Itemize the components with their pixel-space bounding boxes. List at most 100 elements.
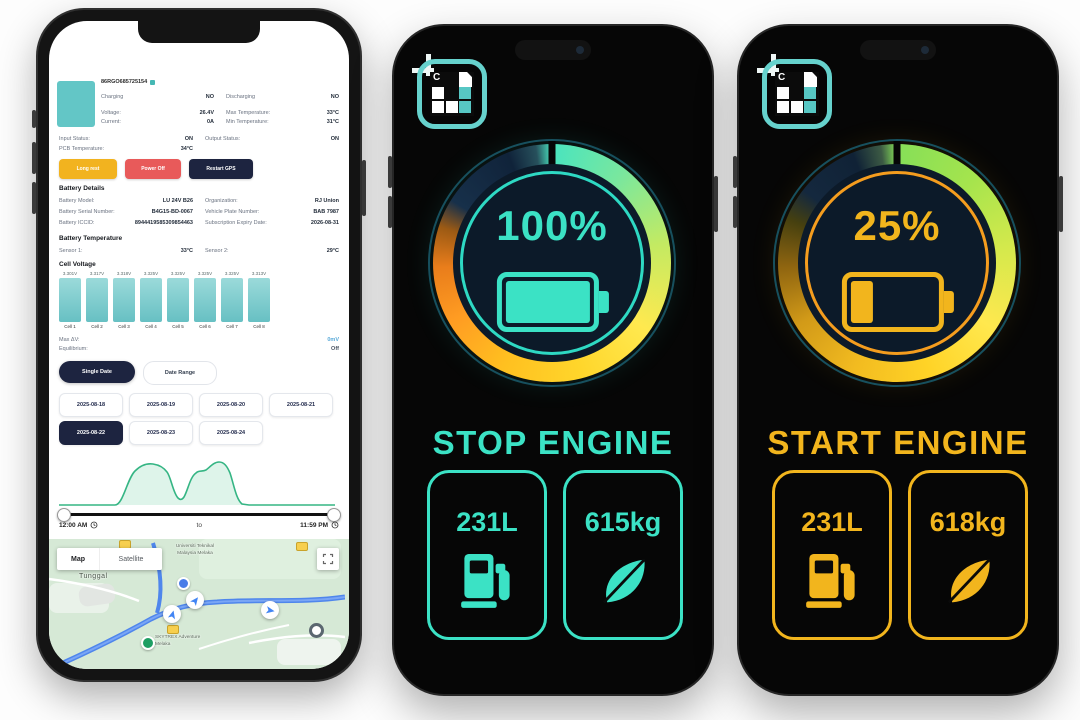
slider-handle-end[interactable] — [327, 508, 341, 522]
serial-label: Battery Serial Number: — [59, 209, 115, 215]
max-dv-row: Max ΔV: 0mV — [59, 337, 339, 343]
app-logo: C — [757, 54, 835, 132]
battery-percent: 100% — [496, 202, 608, 249]
current-row: Current: 0A Min Temperature: 31°C — [101, 118, 339, 126]
model-label: Battery Model: — [59, 198, 95, 204]
logo-tile — [777, 101, 789, 113]
gauge-notch — [548, 141, 556, 168]
volume-down-button — [32, 182, 36, 214]
plate-label: Vehicle Plate Number: — [205, 209, 260, 215]
trip-start-marker[interactable] — [141, 636, 155, 650]
tab-single-date[interactable]: Single Date — [59, 361, 135, 383]
serial-value: B4G15-BD-0067 — [151, 209, 193, 215]
vehicle-marker[interactable] — [163, 605, 181, 623]
end-time: 11:59 PM — [300, 521, 328, 529]
cell-value: 3.301V — [62, 271, 78, 276]
cell-label: Cell 5 — [172, 324, 184, 329]
map-patch — [277, 639, 341, 665]
vehicle-marker[interactable] — [186, 591, 204, 609]
expiry-value: 2026-08-31 — [310, 220, 339, 226]
date-button-2025-08-22-selected[interactable]: 2025-08-22 — [59, 421, 123, 445]
volume-up-button — [733, 156, 737, 188]
date-button-2025-08-23[interactable]: 2025-08-23 — [129, 421, 193, 445]
map-type-control: Map Satellite — [57, 548, 162, 570]
power-button — [714, 176, 718, 232]
vehicle-marker[interactable] — [261, 601, 279, 619]
power-button — [362, 160, 366, 216]
logo-document-tile — [459, 72, 472, 87]
pcb-temp-value: 34°C — [180, 146, 193, 152]
organization-value: RJ Union — [314, 198, 339, 204]
town-map-label: Tunggal — [79, 573, 108, 580]
fullscreen-button[interactable] — [317, 548, 339, 570]
cell-label: Cell 4 — [145, 324, 157, 329]
iccid-row: Battery ICCID: 8944419585309854463 Subscr… — [59, 219, 339, 227]
charging-label: Charging — [101, 94, 124, 100]
cell-value: 3.325V — [143, 271, 159, 276]
cell-value: 3.325V — [197, 271, 213, 276]
output-status-label: Output Status: — [205, 136, 241, 142]
restart-gps-button[interactable]: Restart GPS — [189, 159, 253, 179]
tab-date-range[interactable]: Date Range — [143, 361, 217, 385]
start-engine-button[interactable]: START ENGINE — [767, 424, 1029, 461]
discharging-value: NO — [330, 94, 339, 100]
model-row: Battery Model: LU 24V B26 Organization: RJ… — [59, 197, 339, 205]
cell-voltage-bar — [167, 278, 189, 322]
battery-tip — [598, 291, 609, 313]
output-status-value: ON — [330, 136, 339, 142]
long-rest-button[interactable]: Long rest — [59, 159, 117, 179]
date-button-2025-08-20[interactable]: 2025-08-20 — [199, 393, 263, 417]
date-button-2025-08-24[interactable]: 2025-08-24 — [199, 421, 263, 445]
slider-handle-start[interactable] — [57, 508, 71, 522]
iccid-value: 8944419585309854463 — [134, 220, 193, 226]
phone-notch — [138, 21, 260, 43]
date-button-2025-08-18[interactable]: 2025-08-18 — [59, 393, 123, 417]
start-time: 12:00 AM — [59, 521, 88, 529]
fullscreen-icon — [322, 553, 334, 565]
logo-tile — [804, 101, 816, 113]
input-status-value: ON — [184, 136, 193, 142]
plate-value: BAB 7987 — [313, 209, 339, 215]
map-button[interactable]: Map — [57, 548, 99, 570]
co2-value: 618kg — [929, 507, 1007, 537]
equilibrium-label: Equilibrium: — [59, 346, 88, 352]
start-time-picker[interactable]: 12:00 AM — [59, 521, 98, 529]
input-status-label: Input Status: — [59, 136, 90, 142]
cell-voltage-bar — [248, 278, 270, 322]
phone-teal-frame: C 100% STOP ENGINE 231L — [388, 24, 718, 696]
cell-voltage-chart: 3.301V Cell 1 3.317V Cell 2 3.318V Cell 3 3… — [59, 271, 270, 329]
location-pin-marker[interactable] — [177, 577, 190, 590]
verified-badge-icon — [150, 79, 156, 85]
logo-letter: C — [778, 72, 786, 83]
cell-voltage-title: Cell Voltage — [59, 261, 96, 268]
cell-column: 3.325V Cell 6 — [194, 271, 216, 329]
time-range-slider[interactable] — [57, 508, 341, 522]
map-view[interactable]: Universiti Teknikal Malaysia Melaka Tung… — [49, 539, 349, 669]
date-button-2025-08-21[interactable]: 2025-08-21 — [269, 393, 333, 417]
logo-border — [762, 59, 832, 129]
iccid-label: Battery ICCID: — [59, 220, 95, 226]
satellite-button[interactable]: Satellite — [99, 548, 162, 570]
navigation-arrow-icon — [189, 596, 198, 606]
end-time-picker[interactable]: 11:59 PM — [300, 521, 339, 529]
logo-tile-grid: C — [430, 72, 474, 116]
device-id: 86RGO685725154 — [101, 79, 156, 85]
logo-tile — [791, 101, 803, 113]
charging-value: NO — [205, 94, 214, 100]
max-dv-value: 0mV — [327, 337, 339, 343]
cell-value: 3.325V — [224, 271, 240, 276]
logo-tile — [432, 87, 444, 99]
volume-down-button — [388, 196, 392, 228]
trip-end-marker[interactable] — [309, 623, 324, 638]
power-off-button[interactable]: Power Off — [125, 159, 181, 179]
chart-area-fill — [59, 462, 335, 505]
volume-up-button — [388, 156, 392, 188]
cell-label: Cell 1 — [64, 324, 76, 329]
battery-photo-thumbnail — [57, 81, 95, 127]
leaf-icon — [566, 554, 680, 608]
stop-engine-button[interactable]: STOP ENGINE — [432, 424, 674, 461]
io-status-row: Input Status: ON Output Status: ON — [59, 135, 339, 143]
date-button-2025-08-19[interactable]: 2025-08-19 — [129, 393, 193, 417]
cell-column: 3.325V Cell 4 — [140, 271, 162, 329]
